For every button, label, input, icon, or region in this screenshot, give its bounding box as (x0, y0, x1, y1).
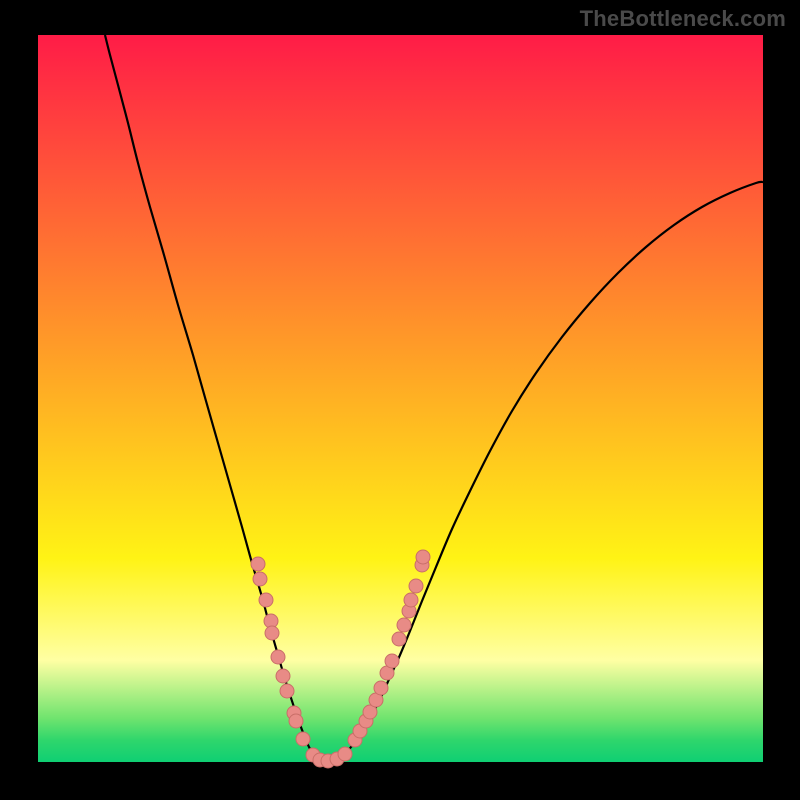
data-point (265, 626, 279, 640)
data-point (296, 732, 310, 746)
data-point (289, 714, 303, 728)
data-point (338, 747, 352, 761)
data-point (251, 557, 265, 571)
data-point (409, 579, 423, 593)
data-point (397, 618, 411, 632)
data-point (280, 684, 294, 698)
data-point (259, 593, 273, 607)
v-curve (105, 35, 763, 762)
data-point (253, 572, 267, 586)
data-point (416, 550, 430, 564)
curve-left-branch (105, 35, 326, 762)
data-point (271, 650, 285, 664)
watermark-text: TheBottleneck.com (580, 6, 786, 32)
data-point (385, 654, 399, 668)
data-point (276, 669, 290, 683)
curve-overlay (0, 0, 800, 800)
data-point (392, 632, 406, 646)
data-point-markers (251, 550, 430, 768)
data-point (404, 593, 418, 607)
data-point (374, 681, 388, 695)
